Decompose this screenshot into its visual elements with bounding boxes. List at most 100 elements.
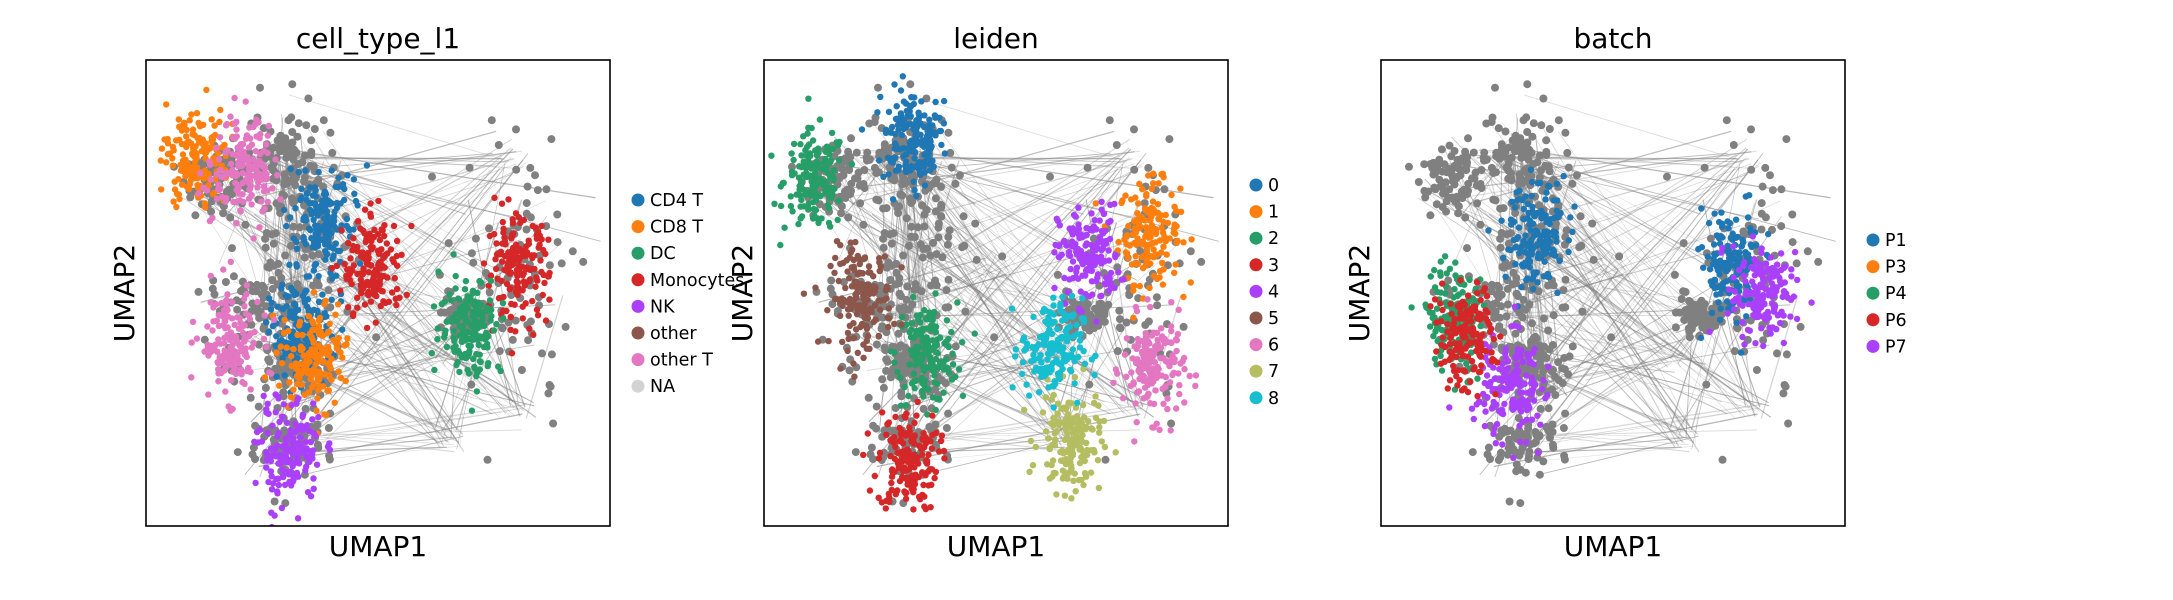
background-point [483,455,492,464]
scatter-point-3 [937,437,945,445]
scatter-point-0 [893,115,901,123]
scatter-point-2 [821,159,828,166]
background-point [324,424,333,432]
scatter-point-6 [1155,365,1162,373]
scatter-point-other-t [220,266,227,273]
scatter-point-other-t [213,171,220,178]
scatter-point-2 [891,359,898,366]
scatter-point-5 [800,290,808,297]
scatter-point-cd4-t [287,165,294,173]
scatter-point-0 [888,129,895,136]
background-point [881,346,890,355]
scatter-point-nk [275,393,282,401]
scatter-point-dc [430,303,438,310]
scatter-point-other-t [204,323,211,330]
scatter-point-other-t [232,370,240,377]
scatter-point-5 [844,268,851,275]
graph-edge [879,172,1040,344]
scatter-point-dc [471,321,478,328]
scatter-point-cd4-t [330,213,338,220]
background-point [900,350,909,359]
scatter-point-other-t [233,118,240,126]
scatter-point-other-t [242,156,250,164]
scatter-point-other-t [218,359,225,366]
graph-edge [300,343,434,442]
scatter-point-nk [277,457,284,464]
background-point [944,275,953,284]
scatter-point-cd4-t [298,194,305,201]
scatter-point-other-t [237,208,244,215]
scatter-point-monocytes [389,289,396,296]
scatter-point-2 [798,196,805,204]
background-point [972,255,981,264]
scatter-point-1 [1129,231,1137,238]
scatter-point-monocytes [337,287,344,294]
background-point [469,258,478,267]
scatter-point-4 [1081,259,1089,266]
scatter-point-6 [1152,387,1159,394]
background-point [891,280,900,289]
scatter-point-7 [1050,414,1057,422]
scatter-point-monocytes [512,210,520,217]
scatter-point-other-t [242,98,249,105]
scatter-point-monocytes [372,319,379,326]
scatter-point-2 [912,361,919,369]
scatter-point-nk [287,468,294,475]
scatter-point-7 [1029,462,1037,469]
background-point [207,207,216,216]
background-point [934,233,943,242]
legend-label: other [650,324,697,344]
scatter-point-5 [866,290,873,298]
scatter-point-5 [877,306,884,313]
graph-edge [844,154,894,216]
scatter-point-0 [911,126,918,133]
scatter-point-cd4-t [312,207,320,214]
scatter-point-5 [865,263,873,270]
background-point [307,147,316,156]
scatter-point-monocytes [509,216,516,223]
scatter-point-0 [900,98,908,105]
scatter-point-2 [931,379,938,386]
scatter-point-other-t [222,122,230,129]
scatter-point-2 [798,163,805,171]
scatter-point-0 [920,163,927,170]
scatter-point-cd8-t [196,139,203,146]
scatter-point-2 [818,166,826,173]
scatter-point-4 [1064,289,1072,296]
scatter-point-monocytes [492,265,500,273]
scatter-point-monocytes [392,295,399,302]
scatter-point-1 [1180,239,1187,246]
scatter-point-6 [1175,306,1182,313]
graph-edge [311,376,448,432]
graph-edge [851,130,1115,205]
graph-edge [267,246,451,444]
scatter-point-5 [849,246,856,253]
background-point [293,132,302,141]
scatter-point-nk [290,473,297,481]
scatter-point-3 [876,449,884,456]
scatter-point-monocytes [359,271,366,278]
scatter-point-7 [1076,417,1084,424]
scatter-point-5 [846,322,853,329]
scatter-point-cd4-t [341,185,348,193]
scatter-point-6 [1176,382,1183,389]
scatter-point-cd4-t [333,272,340,279]
scatter-point-5 [872,284,879,292]
scatter-point-3 [924,436,932,443]
scatter-point-dc [465,335,473,343]
scatter-point-1 [1173,223,1180,230]
scatter-point-nk [275,475,282,482]
background-point [874,83,882,92]
scatter-point-monocytes [354,270,361,278]
scatter-point-4 [1069,258,1077,265]
scatter-point-other-t [215,156,223,163]
background-point [869,421,878,430]
scatter-point-cd4-t [322,256,329,263]
graph-edge [940,131,1138,412]
scatter-point-monocytes [381,232,388,240]
scatter-point-2 [830,167,838,174]
scatter-point-cd4-t [304,190,311,197]
scatter-point-1 [1141,205,1149,212]
scatter-point-1 [1147,216,1154,224]
scatter-point-2 [935,364,942,371]
